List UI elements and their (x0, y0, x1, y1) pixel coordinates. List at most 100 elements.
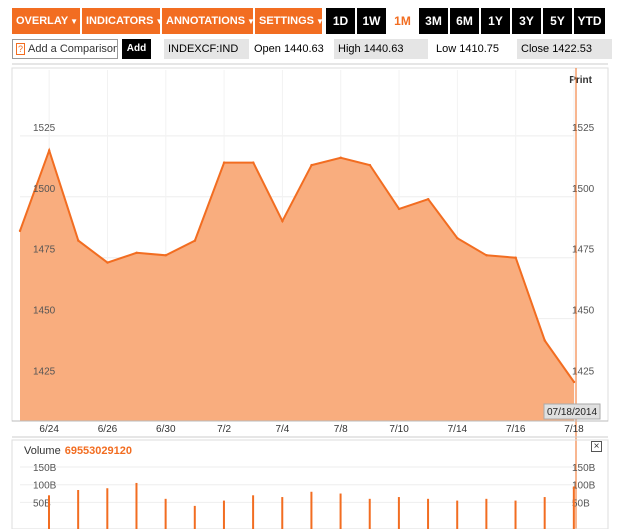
x-tick-label: 7/14 (448, 424, 468, 435)
volume-tick-right: 150B (572, 463, 596, 474)
volume-bar (397, 497, 400, 529)
y-tick-label-left: 1475 (33, 245, 56, 256)
y-tick-label-left: 1500 (33, 184, 56, 195)
range-3m-button[interactable]: 3M (419, 8, 448, 34)
add-comparison-button[interactable]: Add (122, 39, 151, 59)
volume-frame (11, 439, 609, 529)
price-point (456, 236, 459, 240)
low-value: 1410.75 (459, 43, 500, 55)
range-1y-button[interactable]: 1Y (481, 8, 510, 34)
volume-bar (310, 491, 313, 529)
x-tick-label: 7/2 (217, 424, 231, 435)
price-point (135, 251, 138, 255)
range-3y-button[interactable]: 3Y (512, 8, 541, 34)
close-stat: Close 1422.53 (517, 39, 612, 59)
x-tick-label: 7/10 (389, 424, 409, 435)
caret-down-icon: ▼ (70, 17, 79, 26)
volume-bar (572, 486, 575, 529)
price-point (397, 207, 401, 211)
y-tick-label-left: 1450 (33, 306, 56, 317)
menu-annotations[interactable]: ANNOTATIONS ▼ (162, 8, 255, 34)
x-tick-label: 6/24 (39, 424, 59, 435)
x-tick-label: 6/26 (98, 424, 118, 435)
date-label-box (543, 403, 601, 420)
volume-bar (427, 498, 430, 529)
y-tick-label-right: 1450 (572, 306, 595, 317)
price-point (281, 219, 284, 223)
price-area (20, 150, 574, 421)
caret-down-icon: ▼ (316, 17, 324, 26)
price-point (339, 156, 342, 159)
close-label: Close (521, 43, 550, 55)
menu-indicators[interactable]: INDICATORS ▼ (82, 8, 163, 34)
volume-bar (368, 498, 371, 529)
date-label: 07/18/2014 (547, 407, 597, 418)
price-point (543, 339, 547, 342)
menu-settings[interactable]: SETTINGS ▼ (255, 8, 324, 34)
ticker-symbol: INDEXCF:IND (164, 39, 249, 59)
price-point (368, 163, 372, 167)
range-1d-button[interactable]: 1D (326, 8, 355, 34)
menu-label: SETTINGS (259, 15, 315, 27)
x-tick-label: 6/30 (156, 424, 176, 435)
low-label: Low (436, 43, 457, 55)
volume-tick-left: 100B (33, 481, 57, 492)
volume-bar (193, 505, 196, 529)
volume-bar (222, 500, 225, 529)
x-tick-label: 7/8 (334, 424, 348, 435)
range-ytd-button[interactable]: YTD (574, 8, 605, 34)
menu-overlay[interactable]: OVERLAY ▼ (12, 8, 80, 34)
range-1w-button[interactable]: 1W (357, 8, 386, 34)
range-5y-button[interactable]: 5Y (543, 8, 572, 34)
high-value: 1440.63 (363, 43, 404, 55)
volume-tick-right: 50B (572, 498, 590, 509)
volume-bar (485, 498, 488, 529)
price-point (514, 256, 517, 259)
y-tick-label-right: 1425 (572, 367, 595, 378)
volume-tick-left: 150B (33, 463, 57, 474)
high-stat: High 1440.63 (334, 39, 428, 59)
volume-tick-right: 100B (572, 481, 596, 492)
comparison-input[interactable]: ? Add a Comparison (12, 39, 118, 59)
volume-value: 69553029120 (64, 445, 132, 457)
low-stat: Low 1410.75 (436, 39, 499, 59)
y-tick-label-left: 1525 (33, 123, 56, 134)
x-tick-label: 7/4 (275, 424, 289, 435)
quote-bar: ? Add a Comparison Add INDEXCF:IND Open 1… (12, 39, 612, 59)
volume-bar (543, 497, 546, 529)
volume-bar (456, 500, 459, 529)
range-1m-button[interactable]: 1M (388, 8, 417, 34)
price-line (19, 147, 575, 383)
price-point (18, 229, 22, 233)
caret-down-icon: ▼ (247, 17, 255, 26)
volume-bar (135, 482, 138, 529)
price-point (222, 161, 226, 164)
y-tick-label-right: 1500 (572, 184, 595, 195)
price-point (193, 239, 197, 242)
y-tick-label-left: 1425 (33, 367, 56, 378)
price-point (310, 163, 313, 167)
comparison-placeholder: Add a Comparison (28, 43, 118, 55)
print-link[interactable]: Print (569, 75, 592, 86)
range-6m-button[interactable]: 6M (450, 8, 479, 34)
volume-header: Volume 69553029120 (24, 445, 132, 457)
volume-label: Volume (24, 445, 61, 457)
price-point (427, 197, 430, 201)
volume-bar (339, 493, 342, 529)
volume-bar (77, 490, 80, 529)
price-point (252, 161, 255, 164)
x-tick-label: 7/16 (506, 424, 526, 435)
open-label: Open (254, 43, 281, 55)
price-point (485, 254, 488, 257)
volume-bar (164, 498, 167, 529)
price-point (572, 380, 576, 384)
volume-bar (48, 495, 50, 529)
close-value: 1422.53 (552, 43, 592, 55)
volume-tick-left: 50B (33, 498, 51, 509)
close-volume-icon[interactable]: × (591, 441, 602, 452)
open-value: 1440.63 (283, 43, 324, 55)
y-tick-label-right: 1475 (572, 245, 595, 256)
menu-label: OVERLAY (16, 15, 69, 27)
y-tick-label-right: 1525 (572, 123, 595, 134)
